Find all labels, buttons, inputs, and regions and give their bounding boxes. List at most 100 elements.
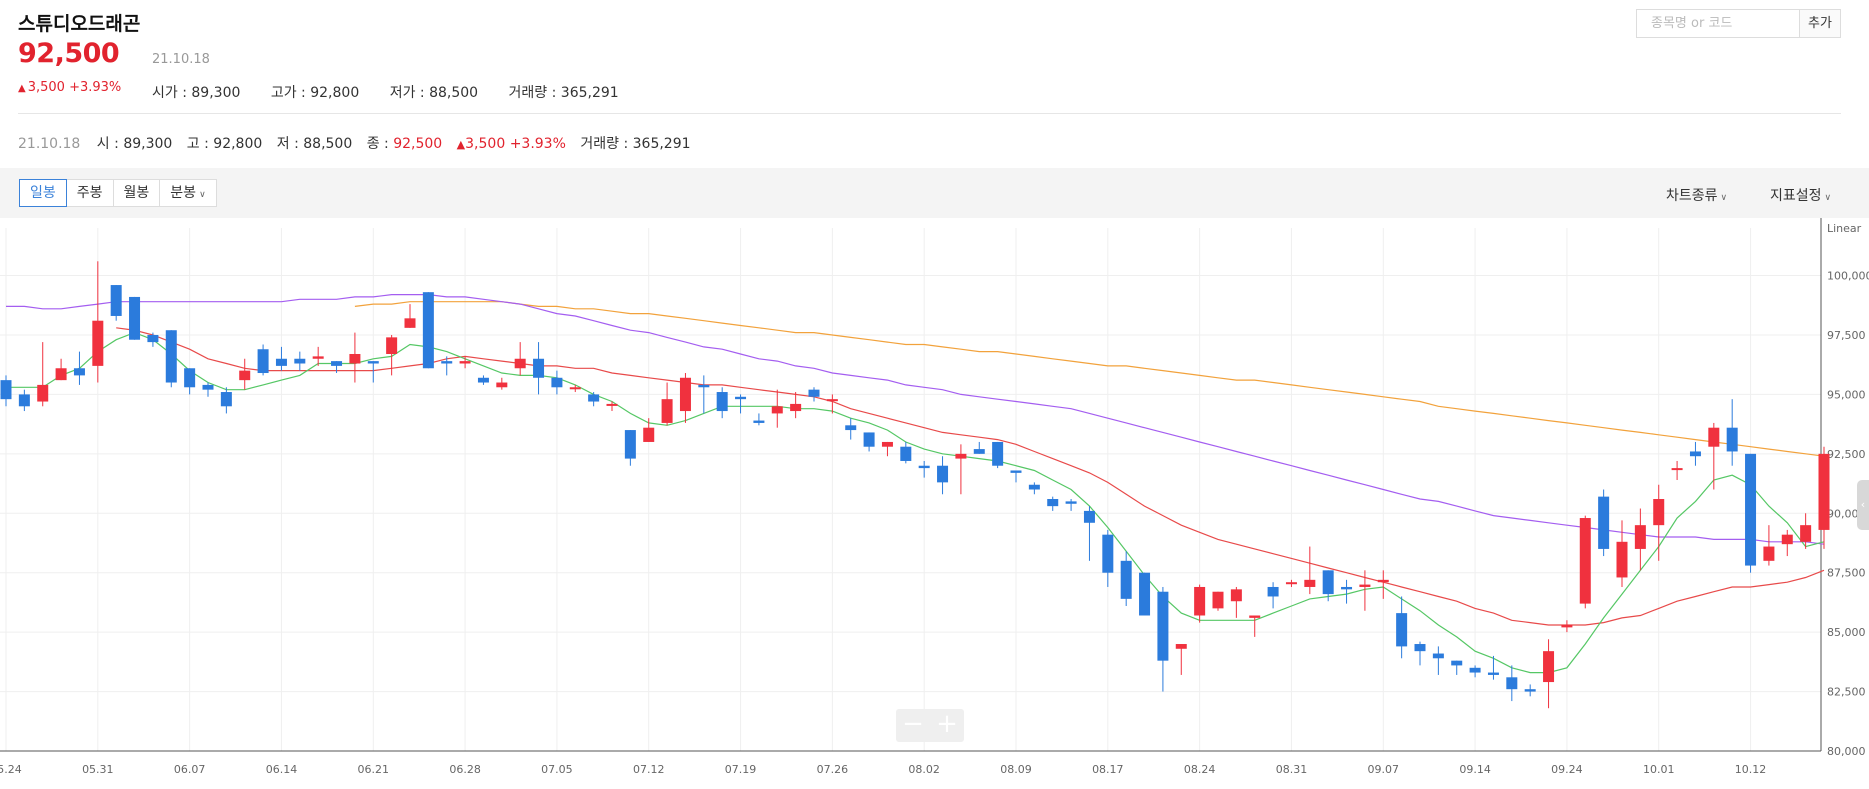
zoom-in-button[interactable]: + — [936, 709, 958, 739]
tab-weekly[interactable]: 주봉 — [66, 179, 114, 207]
candle-body — [937, 465, 949, 483]
candle-body — [202, 384, 214, 390]
high-value: 92,800 — [310, 85, 360, 101]
candle-body — [1726, 427, 1738, 452]
indicator-settings-dropdown[interactable]: 지표설정 ∨ — [1770, 185, 1831, 205]
x-tick-label: 06.14 — [266, 763, 298, 776]
zoom-out-button[interactable]: − — [902, 709, 924, 739]
tab-monthly[interactable]: 월봉 — [113, 179, 161, 207]
candle-body — [441, 361, 453, 364]
candle-body — [973, 449, 985, 454]
change-amount: 3,500 — [27, 80, 65, 95]
candle-body — [1469, 667, 1481, 673]
candle-body — [735, 396, 747, 400]
series-line-ma5 — [6, 331, 1825, 674]
candle-body — [349, 353, 361, 364]
change-percent: +3.93% — [69, 80, 122, 95]
high-label: 고가 — [270, 85, 297, 101]
candle-info-row: 21.10.18 시 : 89,300 고 : 92,800 저 : 88,50… — [18, 136, 691, 152]
chevron-down-icon: ∨ — [1720, 193, 1728, 203]
info-date: 21.10.18 — [18, 136, 81, 152]
candle-body — [1432, 653, 1444, 659]
y-tick-label: 85,000 — [1827, 626, 1866, 639]
candle-body — [110, 285, 122, 316]
candle-body — [1341, 586, 1353, 590]
x-tick-label: 06.07 — [174, 763, 206, 776]
candle-body — [900, 446, 912, 461]
chevron-down-icon: ∨ — [199, 190, 206, 200]
candle-body — [184, 368, 196, 388]
y-tick-label: 90,000 — [1827, 507, 1866, 520]
indicator-settings-label: 지표설정 — [1770, 188, 1822, 204]
chart-type-dropdown[interactable]: 차트종류 ∨ — [1666, 185, 1727, 205]
y-tick-label: 100,000 — [1827, 270, 1869, 283]
candle-body — [606, 403, 618, 406]
candle-body — [551, 377, 563, 388]
candle-body — [37, 384, 49, 402]
candle-body — [312, 356, 324, 359]
candle-body — [1396, 613, 1408, 647]
candle-body — [1139, 572, 1151, 616]
candle-body — [1267, 586, 1279, 597]
y-tick-label: 95,000 — [1827, 388, 1866, 401]
side-panel-toggle[interactable]: ‹ — [1857, 480, 1869, 530]
candle-body — [1543, 651, 1555, 683]
candle-body — [1175, 644, 1187, 649]
x-tick-label: 07.12 — [633, 763, 665, 776]
candle-body — [753, 420, 765, 423]
candle-body — [331, 361, 343, 366]
candle-body — [1304, 579, 1316, 587]
info-open: 89,300 — [123, 136, 173, 152]
x-tick-label: 09.14 — [1459, 763, 1491, 776]
candle-body — [1634, 525, 1646, 549]
stock-search: 추가 — [1636, 9, 1841, 38]
search-input[interactable] — [1637, 10, 1799, 37]
candle-body — [643, 427, 655, 442]
ohlc-summary: 시가 : 89,300 고가 : 92,800 저가 : 88,500 거래량 … — [152, 85, 619, 101]
y-tick-label: 92,500 — [1827, 448, 1866, 461]
info-open-label: 시 — [96, 136, 110, 152]
volume-value: 365,291 — [560, 85, 619, 101]
y-tick-label: 97,500 — [1827, 329, 1866, 342]
candle-body — [1230, 589, 1242, 602]
volume-label: 거래량 — [508, 85, 548, 101]
candle-body — [1047, 499, 1059, 507]
chart-type-label: 차트종류 — [1666, 188, 1718, 204]
candle-body — [1818, 453, 1830, 530]
x-tick-label: 07.26 — [817, 763, 849, 776]
candle-body — [422, 292, 434, 369]
candle-body — [1249, 615, 1261, 618]
candle-body — [1598, 496, 1610, 549]
candle-body — [1359, 584, 1371, 587]
candle-body — [1561, 625, 1573, 628]
candle-body — [569, 387, 581, 390]
series-line-ma20 — [116, 327, 1825, 626]
info-up-triangle-icon: ▲ — [456, 138, 466, 151]
candle-body — [826, 399, 838, 402]
x-tick-label: 07.19 — [725, 763, 757, 776]
tab-daily[interactable]: 일봉 — [19, 179, 67, 207]
candle-body — [1689, 451, 1701, 457]
add-button[interactable]: 추가 — [1799, 10, 1840, 37]
x-tick-label: 07.05 — [541, 763, 573, 776]
candle-body — [881, 441, 893, 447]
info-change: 3,500 — [465, 136, 506, 152]
x-tick-label: 08.24 — [1184, 763, 1216, 776]
candle-body — [55, 368, 67, 381]
price-chart[interactable]: 80,000 82,500 85,000 87,500 90,000 92,500 95,0… — [0, 218, 1869, 789]
tab-minute[interactable]: 분봉 ∨ — [160, 179, 217, 207]
tab-minute-label: 분봉 — [170, 185, 197, 201]
candle-body — [147, 334, 159, 343]
x-tick-label: 05.24 — [0, 763, 22, 776]
candle-body — [716, 392, 728, 412]
x-tick-label: 08.09 — [1000, 763, 1032, 776]
candle-body — [1194, 586, 1206, 616]
x-tick-label: 06.28 — [449, 763, 481, 776]
candle-body — [1671, 468, 1683, 471]
candle-body — [0, 380, 12, 400]
candle-body — [220, 392, 232, 407]
chart-toolbar: 일봉 주봉 월봉 분봉 ∨ 차트종류 ∨ 지표설정 ∨ — [0, 168, 1869, 218]
candle-body — [514, 358, 526, 369]
x-tick-label: 05.31 — [82, 763, 114, 776]
series-line-ma120 — [354, 301, 1825, 457]
